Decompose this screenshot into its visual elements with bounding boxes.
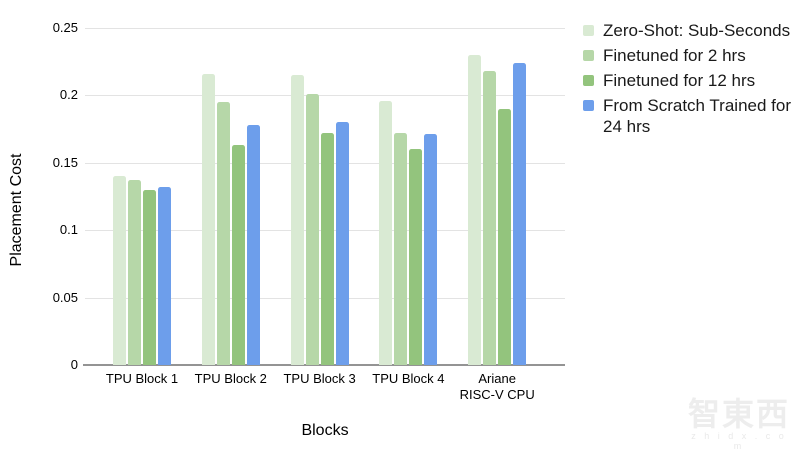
bar — [201, 73, 215, 365]
bar — [143, 189, 156, 365]
legend-label: Finetuned for 2 hrs — [603, 46, 746, 65]
x-axis-line — [83, 364, 565, 366]
legend: Zero-Shot: Sub-Seconds Finetuned for 2 hr… — [583, 20, 795, 141]
legend-swatch-icon — [583, 100, 594, 111]
bar — [513, 63, 527, 365]
legend-swatch-icon — [583, 25, 594, 36]
y-tick-label: 0.2 — [59, 87, 78, 103]
bar — [468, 54, 482, 365]
y-tick-label: 0 — [70, 357, 78, 372]
legend-item: Finetuned for 12 hrs — [583, 70, 795, 91]
legend-label: Zero-Shot: Sub-Seconds — [603, 21, 791, 40]
x-tick-label: TPU Block 3 — [283, 371, 356, 386]
x-axis-title: Blocks — [301, 422, 349, 439]
x-tick-label: TPU Block 4 — [372, 371, 445, 386]
y-tick-label: 0.05 — [52, 289, 78, 305]
x-tick-label: Ariane RISC-V CPU — [459, 371, 535, 402]
watermark-logo: 智東西 — [687, 396, 790, 432]
y-tick-label: 0.15 — [52, 154, 78, 170]
gridline — [85, 28, 565, 29]
bar — [379, 100, 393, 365]
bar — [158, 187, 171, 365]
watermark-site-text: z h i d x . c o m — [691, 431, 787, 451]
bar — [128, 180, 141, 365]
bar — [246, 125, 260, 365]
bar — [113, 176, 126, 365]
bar — [394, 133, 408, 365]
y-tick-label: 0.1 — [59, 222, 78, 238]
legend-item: Finetuned for 2 hrs — [583, 45, 795, 66]
bar — [290, 75, 304, 365]
gridline — [85, 95, 565, 97]
bar — [335, 122, 349, 365]
bar — [305, 94, 319, 365]
y-tick-label: 0.25 — [52, 20, 78, 35]
bar — [498, 108, 512, 365]
bar — [231, 145, 245, 365]
legend-label: From Scratch Trained for 24 hrs — [603, 96, 792, 136]
x-tick-label: TPU Block 1 — [105, 371, 179, 386]
legend-swatch-icon — [583, 50, 594, 61]
legend-label: Finetuned for 12 hrs — [603, 71, 756, 90]
legend-swatch-icon — [583, 75, 594, 86]
legend-item: From Scratch Trained for 24 hrs — [583, 95, 795, 137]
legend-item: Zero-Shot: Sub-Seconds — [583, 20, 795, 41]
watermark: 智東西 z h i d x . c o m — [686, 398, 792, 451]
bar — [216, 102, 230, 365]
bar — [424, 134, 438, 365]
bar — [483, 71, 497, 365]
bar — [320, 133, 334, 365]
x-tick-label: TPU Block 2 — [194, 371, 267, 386]
bar — [409, 149, 423, 365]
